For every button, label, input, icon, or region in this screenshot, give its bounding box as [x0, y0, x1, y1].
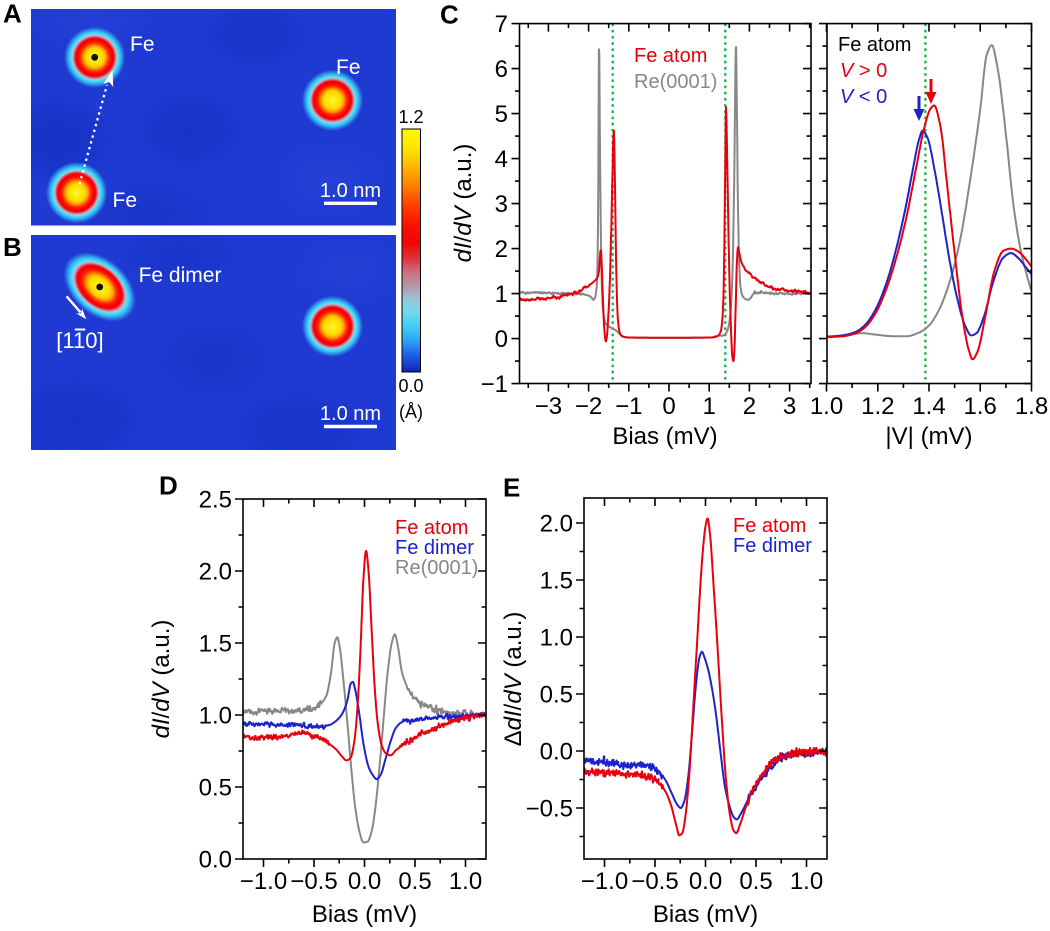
- svg-text:dI/dV (a.u.): dI/dV (a.u.): [450, 144, 477, 263]
- svg-text:Fe atom: Fe atom: [733, 515, 806, 537]
- svg-text:1.5: 1.5: [199, 631, 232, 658]
- svg-text:Fe atom: Fe atom: [838, 34, 911, 56]
- svg-text:−0.5: −0.5: [631, 868, 678, 895]
- svg-text:0.0: 0.0: [348, 868, 381, 895]
- svg-text:3: 3: [495, 191, 508, 218]
- svg-text:−1: −1: [481, 371, 508, 398]
- svg-text:−1: −1: [615, 393, 642, 420]
- svg-text:1.4: 1.4: [912, 393, 945, 420]
- svg-text:1.0: 1.0: [810, 393, 843, 420]
- svg-text:3: 3: [783, 393, 796, 420]
- svg-text:1.0: 1.0: [199, 703, 232, 730]
- svg-text:0.5: 0.5: [199, 775, 232, 802]
- svg-text:0.5: 0.5: [398, 868, 431, 895]
- svg-text:0.5: 0.5: [739, 868, 772, 895]
- svg-text:1.6: 1.6: [964, 393, 997, 420]
- svg-text:ΔdI/dV (a.u.): ΔdI/dV (a.u.): [500, 612, 527, 747]
- svg-text:Fe dimer: Fe dimer: [139, 264, 222, 287]
- svg-text:[110]: [110]: [56, 328, 103, 353]
- svg-text:dI/dV (a.u.): dI/dV (a.u.): [148, 620, 175, 739]
- svg-text:0.0: 0.0: [398, 376, 423, 396]
- svg-text:Re(0001): Re(0001): [634, 71, 717, 93]
- svg-text:Re(0001): Re(0001): [395, 557, 478, 579]
- svg-text:6: 6: [495, 56, 508, 83]
- svg-text:1.2: 1.2: [398, 107, 423, 127]
- svg-text:2.0: 2.0: [199, 559, 232, 586]
- svg-text:−0.5: −0.5: [526, 796, 573, 823]
- svg-text:0: 0: [495, 326, 508, 353]
- svg-text:E: E: [503, 473, 520, 503]
- svg-text:0.5: 0.5: [540, 682, 573, 709]
- svg-text:(Å): (Å): [399, 402, 423, 422]
- svg-text:1.2: 1.2: [861, 393, 894, 420]
- svg-text:Bias (mV): Bias (mV): [312, 901, 417, 928]
- svg-text:Fe dimer: Fe dimer: [733, 535, 812, 557]
- svg-text:1: 1: [703, 393, 716, 420]
- svg-text:Bias (mV): Bias (mV): [612, 423, 717, 450]
- svg-text:1: 1: [495, 281, 508, 308]
- svg-text:1.5: 1.5: [540, 568, 573, 595]
- svg-text:1.0: 1.0: [540, 625, 573, 652]
- svg-text:V < 0: V < 0: [840, 86, 887, 108]
- svg-text:Fe dimer: Fe dimer: [395, 537, 474, 559]
- svg-text:1.0 nm: 1.0 nm: [320, 180, 381, 202]
- svg-text:D: D: [159, 471, 178, 501]
- svg-text:1.0: 1.0: [449, 868, 482, 895]
- svg-text:1.0: 1.0: [790, 868, 823, 895]
- svg-text:V > 0: V > 0: [840, 60, 887, 82]
- svg-text:Fe atom: Fe atom: [395, 517, 468, 539]
- svg-text:|V| (mV): |V| (mV): [885, 423, 972, 450]
- svg-text:7: 7: [495, 11, 508, 38]
- svg-text:1.0 nm: 1.0 nm: [320, 403, 381, 425]
- svg-text:Fe: Fe: [336, 56, 361, 79]
- svg-text:0.0: 0.0: [689, 868, 722, 895]
- svg-text:0.0: 0.0: [199, 847, 232, 874]
- svg-text:2.0: 2.0: [540, 511, 573, 538]
- svg-text:−1.0: −1.0: [581, 868, 628, 895]
- svg-text:B: B: [3, 232, 22, 262]
- svg-text:4: 4: [495, 146, 508, 173]
- svg-text:2: 2: [743, 393, 756, 420]
- svg-text:5: 5: [495, 101, 508, 128]
- svg-text:0: 0: [662, 393, 675, 420]
- svg-text:−3: −3: [535, 393, 562, 420]
- svg-text:2: 2: [495, 236, 508, 263]
- svg-text:2.5: 2.5: [199, 487, 232, 514]
- svg-text:C: C: [440, 0, 459, 30]
- svg-text:Bias (mV): Bias (mV): [653, 901, 758, 928]
- svg-text:−0.5: −0.5: [290, 868, 337, 895]
- svg-text:−1.0: −1.0: [240, 868, 287, 895]
- svg-text:A: A: [3, 0, 22, 29]
- svg-text:Fe atom: Fe atom: [634, 45, 707, 67]
- svg-text:Fe: Fe: [130, 33, 155, 56]
- svg-text:0.0: 0.0: [540, 739, 573, 766]
- svg-text:Fe: Fe: [113, 189, 138, 212]
- svg-text:−2: −2: [575, 393, 602, 420]
- svg-text:1.8: 1.8: [1015, 393, 1048, 420]
